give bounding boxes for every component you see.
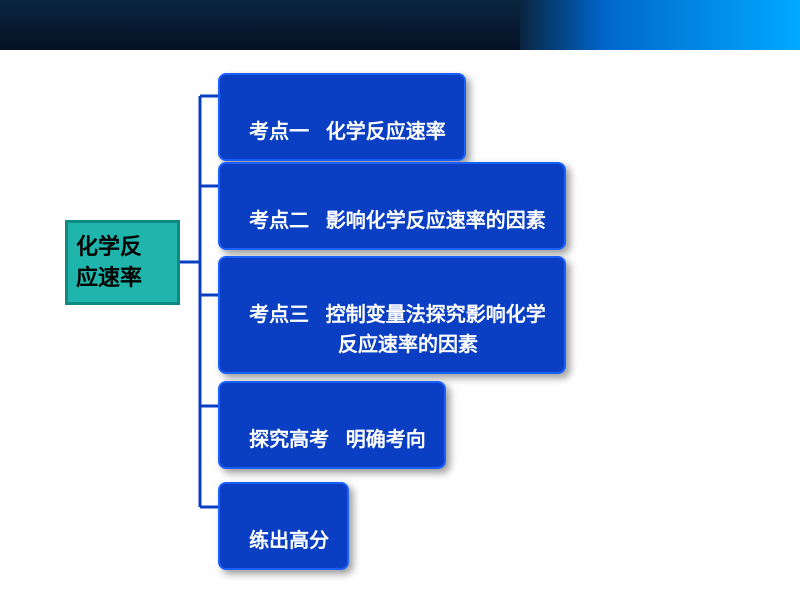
branch-node-1[interactable]: 考点一 化学反应速率 bbox=[218, 73, 466, 161]
branch-node-4[interactable]: 探究高考 明确考向 bbox=[218, 381, 446, 469]
branch-label: 考点一 化学反应速率 bbox=[249, 121, 446, 143]
header-band bbox=[0, 0, 800, 50]
branch-node-3[interactable]: 考点三 控制变量法探究影响化学 反应速率的因素 bbox=[218, 256, 566, 374]
branch-label: 探究高考 明确考向 bbox=[249, 429, 426, 451]
root-node: 化学反 应速率 bbox=[65, 220, 180, 305]
branch-label: 考点二 影响化学反应速率的因素 bbox=[249, 210, 546, 232]
branch-node-2[interactable]: 考点二 影响化学反应速率的因素 bbox=[218, 162, 566, 250]
root-label: 化学反 应速率 bbox=[76, 232, 169, 294]
branch-label: 练出高分 bbox=[249, 530, 329, 552]
header-stripe bbox=[520, 0, 800, 50]
branch-label: 考点三 控制变量法探究影响化学 反应速率的因素 bbox=[238, 304, 546, 356]
branch-node-5[interactable]: 练出高分 bbox=[218, 482, 349, 570]
